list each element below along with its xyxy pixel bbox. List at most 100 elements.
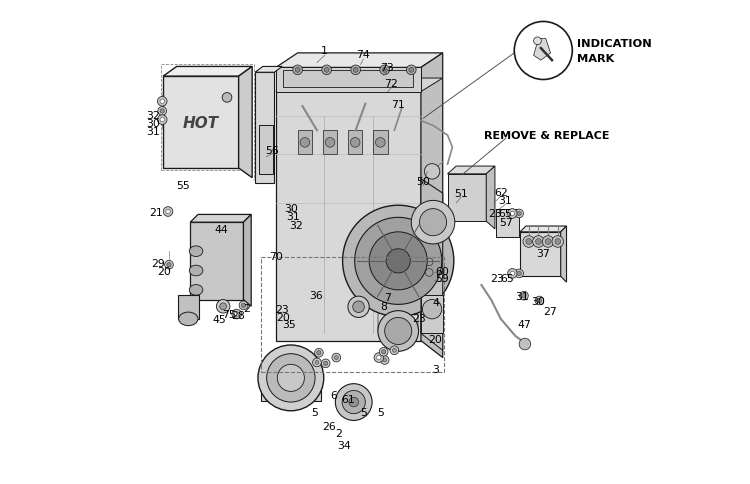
Circle shape [520, 292, 528, 301]
Text: 23: 23 [275, 304, 289, 315]
Polygon shape [276, 68, 421, 341]
Polygon shape [178, 295, 199, 319]
Circle shape [300, 138, 310, 148]
Circle shape [324, 68, 329, 73]
Ellipse shape [189, 266, 202, 276]
Circle shape [514, 210, 523, 218]
Polygon shape [164, 67, 252, 77]
Text: 72: 72 [385, 79, 398, 89]
Polygon shape [255, 73, 274, 184]
Text: 5: 5 [311, 407, 319, 417]
Circle shape [222, 93, 232, 103]
Text: 31: 31 [515, 291, 529, 301]
Circle shape [220, 303, 226, 310]
Circle shape [378, 311, 419, 351]
Polygon shape [496, 209, 519, 237]
Text: 60: 60 [435, 266, 449, 276]
Circle shape [508, 269, 518, 279]
Circle shape [355, 218, 442, 305]
Ellipse shape [189, 285, 202, 296]
Text: 31: 31 [147, 127, 160, 137]
Circle shape [537, 299, 542, 303]
Circle shape [158, 116, 167, 125]
Circle shape [382, 350, 386, 354]
Text: 45: 45 [212, 314, 226, 324]
Circle shape [342, 391, 365, 414]
Text: 2: 2 [243, 303, 250, 314]
Polygon shape [348, 131, 362, 155]
Circle shape [292, 66, 302, 76]
Text: 28: 28 [231, 310, 244, 320]
Text: 27: 27 [543, 306, 557, 317]
Text: 32: 32 [147, 110, 160, 121]
Circle shape [334, 356, 338, 360]
Circle shape [421, 264, 438, 282]
Circle shape [350, 138, 360, 148]
Circle shape [166, 210, 170, 214]
Ellipse shape [189, 246, 202, 257]
Polygon shape [164, 77, 238, 168]
Text: INDICATION: INDICATION [577, 39, 652, 48]
Text: 73: 73 [380, 63, 394, 73]
Circle shape [326, 138, 334, 148]
Polygon shape [298, 131, 312, 155]
Text: 5: 5 [360, 407, 367, 417]
Circle shape [343, 206, 454, 317]
Circle shape [160, 100, 164, 104]
Text: 30: 30 [532, 297, 545, 307]
Polygon shape [259, 126, 274, 174]
Circle shape [532, 236, 544, 248]
Circle shape [517, 212, 521, 216]
Text: 59: 59 [435, 273, 448, 283]
Circle shape [374, 353, 384, 363]
Circle shape [406, 66, 416, 76]
Text: 51: 51 [454, 189, 468, 199]
Polygon shape [448, 174, 486, 222]
Circle shape [382, 358, 386, 362]
Bar [261, 257, 444, 372]
Circle shape [510, 212, 515, 216]
Text: 36: 36 [309, 290, 322, 300]
Text: 20: 20 [428, 334, 442, 345]
Text: 6: 6 [330, 390, 337, 400]
Text: 71: 71 [392, 100, 405, 109]
Text: 44: 44 [214, 225, 229, 234]
Circle shape [165, 261, 173, 270]
Circle shape [166, 263, 171, 267]
Text: 56: 56 [266, 145, 279, 155]
Circle shape [235, 312, 238, 317]
Circle shape [522, 294, 526, 298]
Text: opendiagnostics.com: opendiagnostics.com [308, 245, 442, 258]
Circle shape [349, 397, 358, 407]
Text: 61: 61 [341, 394, 355, 404]
Circle shape [323, 362, 328, 366]
Circle shape [352, 302, 364, 313]
Text: 23: 23 [488, 209, 502, 219]
Polygon shape [276, 68, 421, 92]
Circle shape [232, 310, 242, 319]
Circle shape [160, 118, 164, 122]
Text: HOT: HOT [183, 115, 219, 130]
Circle shape [380, 66, 389, 76]
Circle shape [542, 236, 554, 248]
Circle shape [382, 68, 387, 73]
Circle shape [523, 236, 535, 248]
Polygon shape [238, 67, 252, 178]
Polygon shape [276, 54, 442, 68]
Text: 4: 4 [433, 298, 439, 308]
Circle shape [314, 348, 323, 357]
Polygon shape [448, 166, 495, 174]
Circle shape [422, 300, 442, 319]
Circle shape [332, 353, 340, 362]
Circle shape [385, 318, 412, 345]
Text: 57: 57 [499, 218, 512, 227]
Polygon shape [533, 39, 550, 61]
Circle shape [369, 232, 428, 290]
Text: MARK: MARK [577, 54, 614, 64]
Polygon shape [261, 373, 321, 401]
Text: 20: 20 [158, 266, 171, 276]
Polygon shape [276, 79, 442, 92]
Text: 62: 62 [494, 188, 508, 198]
Circle shape [158, 107, 166, 116]
Circle shape [392, 348, 396, 352]
